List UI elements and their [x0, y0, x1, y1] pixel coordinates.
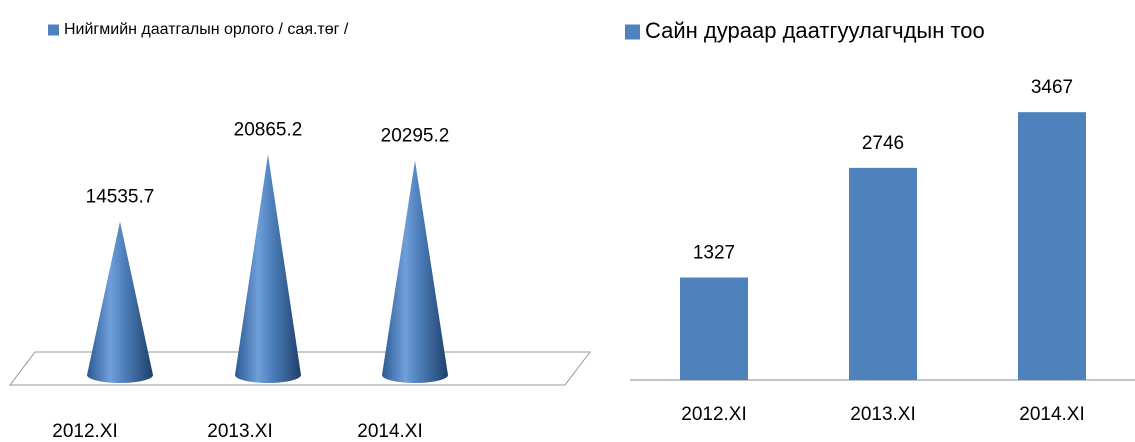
- legend-swatch: [48, 24, 59, 36]
- bar: [680, 277, 748, 380]
- x-tick-label: 2013.XI: [207, 421, 273, 442]
- cone: [235, 154, 301, 383]
- data-label: 20865.2: [234, 120, 303, 141]
- legend-label: Сайн дураар даатгуулагчдын тоо: [645, 18, 985, 43]
- legend-swatch: [625, 24, 640, 40]
- data-label: 20295.2: [381, 126, 450, 147]
- cone: [87, 221, 153, 383]
- bar: [849, 167, 917, 380]
- data-label: 14535.7: [86, 187, 155, 208]
- x-tick-label: 2012.XI: [52, 421, 118, 442]
- data-label: 3467: [1031, 77, 1073, 98]
- legend-label: Нийгмийн даатгалын орлого / сая.төг /: [64, 21, 349, 38]
- cone: [382, 160, 448, 383]
- x-tick-label: 2014.XI: [357, 421, 423, 442]
- x-tick-label: 2014.XI: [1019, 404, 1085, 425]
- x-tick-label: 2012.XI: [681, 404, 747, 425]
- data-label: 2746: [862, 133, 904, 154]
- data-label: 1327: [693, 243, 735, 264]
- x-tick-label: 2013.XI: [850, 404, 916, 425]
- bar: [1018, 112, 1086, 380]
